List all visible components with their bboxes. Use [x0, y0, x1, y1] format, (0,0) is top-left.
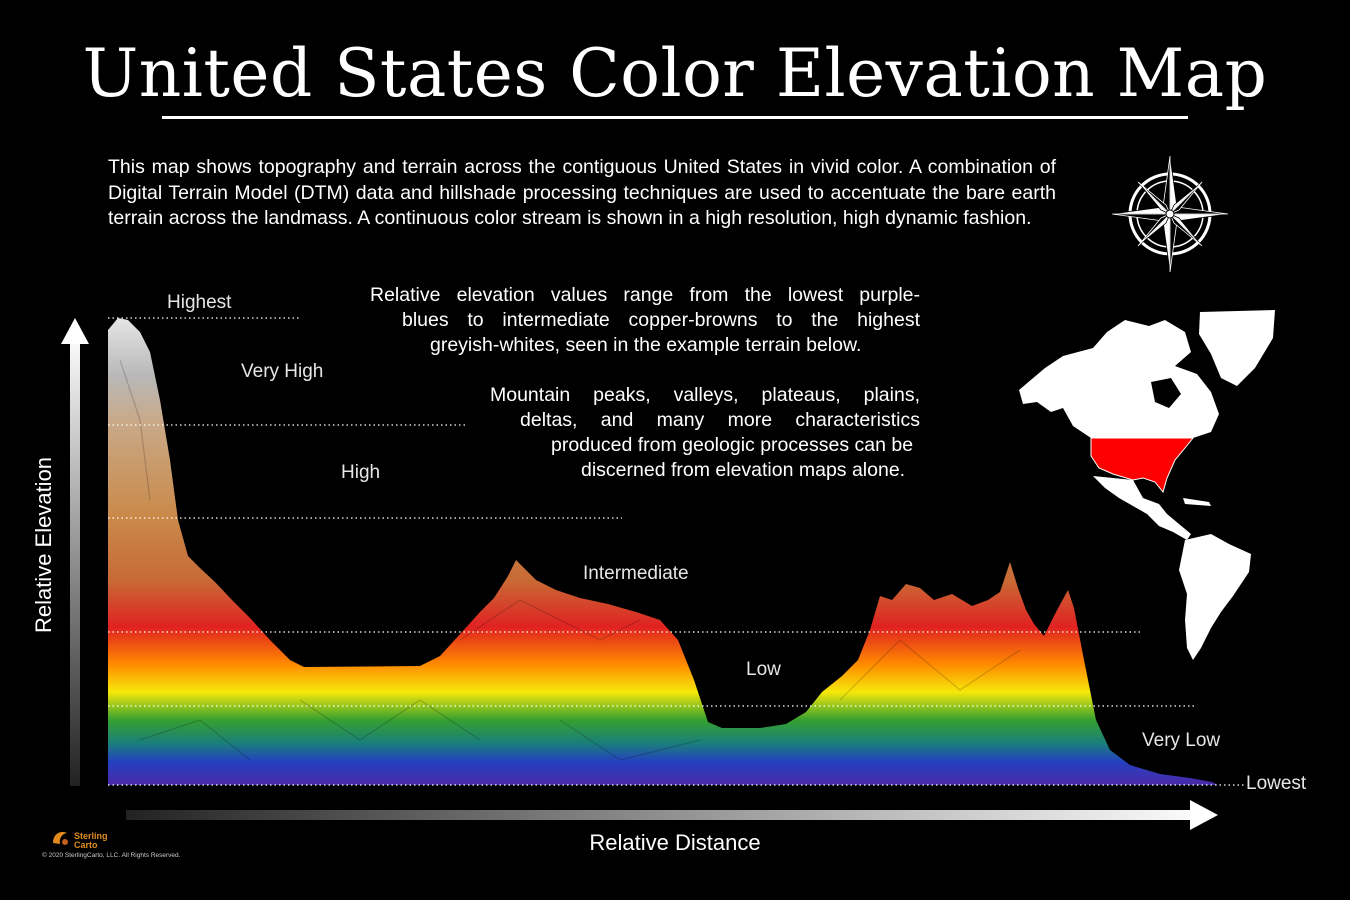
level-label-highest: Highest [167, 292, 232, 313]
level-label-low: Low [746, 659, 781, 680]
terrain-texture [119, 359, 1021, 761]
page-title: United States Color Elevation Map [82, 35, 1268, 112]
para1-line1: Relative elevation values range from the… [370, 284, 920, 306]
compass-n: N [1161, 133, 1179, 157]
y-axis-arrow-shaft [70, 340, 80, 786]
land-masses [1019, 310, 1275, 660]
compass-s: S [1163, 271, 1177, 295]
y-axis-arrowhead-icon [61, 318, 89, 344]
united-states-highlight [1090, 437, 1195, 494]
level-label-lowest: Lowest [1246, 773, 1307, 794]
level-label-high: High [341, 462, 381, 483]
terrain-profile [108, 318, 1218, 785]
logo-line2: Carto [74, 840, 98, 850]
sterlingcarto-logo-icon [53, 832, 68, 845]
copyright-text: © 2020 SterlingCarto, LLC. All Rights Re… [42, 852, 181, 859]
compass-e: E [1225, 202, 1240, 226]
x-axis-arrow-shaft [126, 810, 1196, 820]
para2-line2: deltas, and many more characteristics [520, 409, 920, 431]
level-lines [108, 317, 1244, 786]
para2-line1: Mountain peaks, valleys, plateaus, plain… [490, 384, 920, 406]
intro-text: This map shows topography and terrain ac… [108, 156, 1056, 229]
logo-text: Sterling Carto [74, 832, 108, 850]
elevation-range-paragraph: Relative elevation values range from the… [370, 283, 920, 358]
x-axis-arrowhead-icon [1190, 800, 1218, 830]
para1-line2: blues to intermediate copper-browns to t… [402, 309, 920, 331]
title-underline [162, 116, 1188, 119]
para2-line3: produced from geologic processes can be [551, 434, 914, 456]
geologic-paragraph: Mountain peaks, valleys, plateaus, plain… [490, 383, 920, 483]
compass-rose-icon: N S E W [1096, 133, 1241, 295]
americas-inset-map [1019, 310, 1275, 660]
logo-line1: Sterling [74, 831, 108, 841]
para1-line3: greyish-whites, seen in the example terr… [430, 334, 862, 356]
compass-w: W [1096, 202, 1116, 226]
x-axis-label: Relative Distance [589, 830, 761, 855]
level-label-very-high: Very High [241, 361, 324, 382]
para2-line4: discerned from elevation maps alone. [581, 459, 906, 481]
y-axis-label: Relative Elevation [31, 456, 56, 634]
level-label-intermediate: Intermediate [583, 563, 689, 584]
level-label-very-low: Very Low [1142, 730, 1221, 751]
